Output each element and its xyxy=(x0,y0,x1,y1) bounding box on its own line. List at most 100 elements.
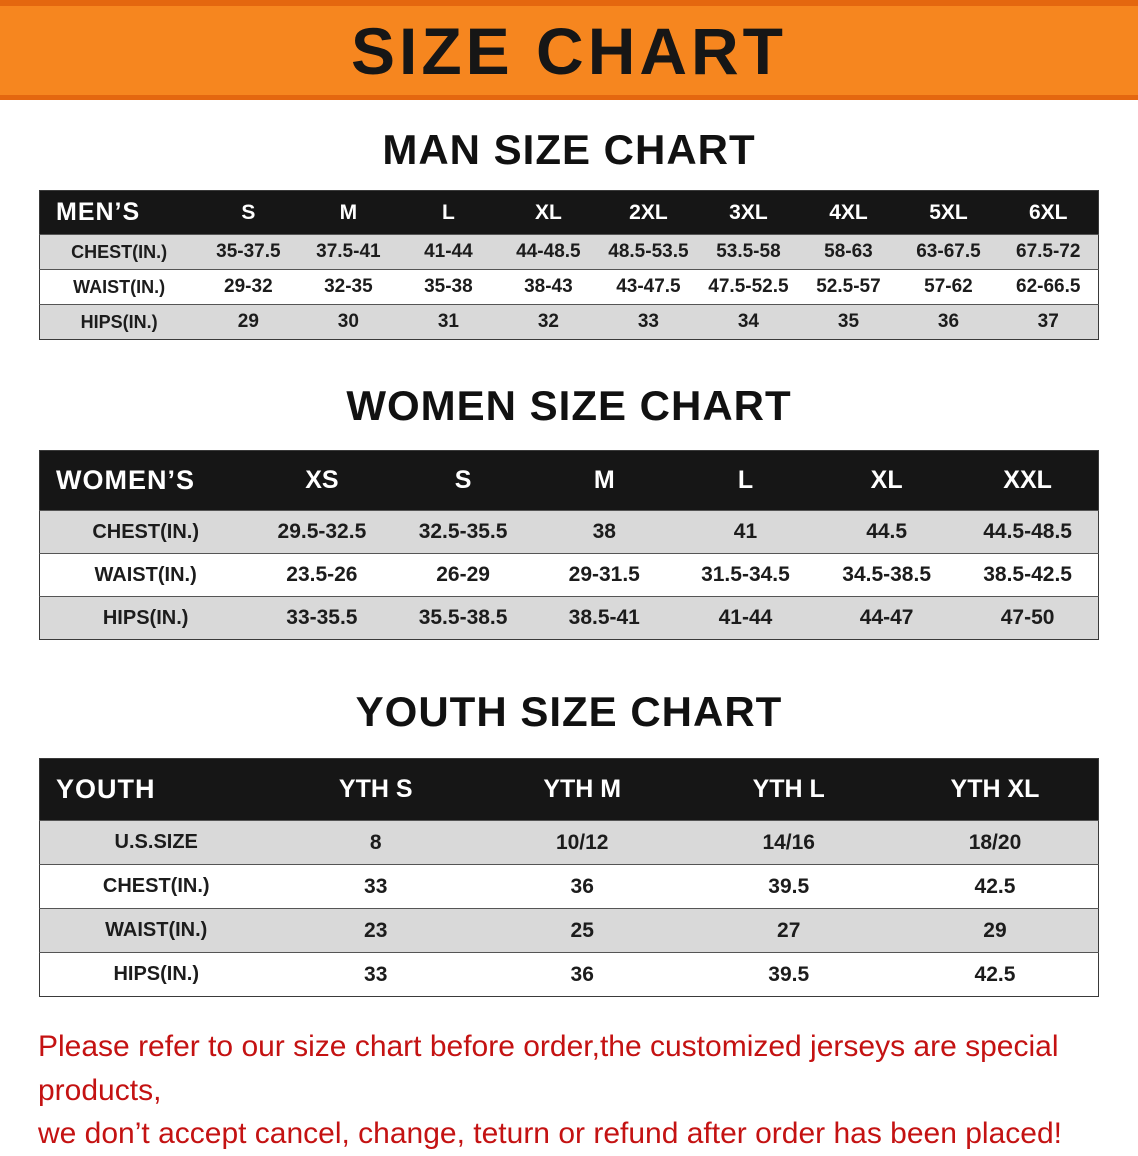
size-value-cell: 48.5-53.5 xyxy=(598,234,699,270)
size-value-cell: 63-67.5 xyxy=(898,234,999,270)
size-value-cell: 44.5-48.5 xyxy=(957,510,1099,554)
size-value-cell: 32-35 xyxy=(298,269,399,305)
size-value-cell: 36 xyxy=(898,304,999,340)
size-value-cell: 41-44 xyxy=(674,596,817,640)
size-value-cell: 42.5 xyxy=(891,864,1099,909)
size-header-cell: XS xyxy=(251,450,393,511)
size-value-cell: 35.5-38.5 xyxy=(392,596,534,640)
row-label-cell: HIPS(IN.) xyxy=(39,304,199,340)
size-value-cell: 41 xyxy=(674,510,817,554)
women-size-table: WOMEN’S XS S M L XL XXL CHEST(IN.) 29.5-32.5 32.5… xyxy=(39,450,1099,640)
row-label-cell: CHEST(IN.) xyxy=(39,234,199,270)
table-title-cell: WOMEN’S xyxy=(39,450,252,511)
size-value-cell: 36 xyxy=(478,952,686,997)
row-label-cell: HIPS(IN.) xyxy=(39,952,273,997)
table-header-row: MEN’S S M L XL 2XL 3XL 4XL 5XL 6XL xyxy=(39,190,1099,235)
size-value-cell: 52.5-57 xyxy=(798,269,899,305)
table-row: WAIST(IN.) 23 25 27 29 xyxy=(39,908,1099,953)
size-header-cell: XL xyxy=(498,190,599,235)
row-label-cell: CHEST(IN.) xyxy=(39,510,252,554)
table-row: CHEST(IN.) 35-37.5 37.5-41 41-44 44-48.5 48.5… xyxy=(39,234,1099,270)
size-value-cell: 23 xyxy=(272,908,479,953)
size-value-cell: 34.5-38.5 xyxy=(816,553,958,597)
size-header-cell: 3XL xyxy=(698,190,799,235)
size-value-cell: 30 xyxy=(298,304,399,340)
youth-size-chart-section: YOUTH SIZE CHART YOUTH YTH S YTH M YTH L YTH … xyxy=(0,688,1138,997)
size-value-cell: 38-43 xyxy=(498,269,599,305)
size-value-cell: 35-37.5 xyxy=(198,234,299,270)
size-header-cell: M xyxy=(533,450,675,511)
row-label-cell: WAIST(IN.) xyxy=(39,908,273,953)
size-value-cell: 29 xyxy=(198,304,299,340)
men-size-chart-section: MAN SIZE CHART MEN’S S M L XL 2XL 3XL 4XL 5XL 6XL C… xyxy=(0,126,1138,340)
size-value-cell: 44.5 xyxy=(816,510,958,554)
size-value-cell: 18/20 xyxy=(891,820,1099,865)
size-value-cell: 67.5-72 xyxy=(998,234,1099,270)
size-value-cell: 34 xyxy=(698,304,799,340)
table-row: WAIST(IN.) 23.5-26 26-29 29-31.5 31.5-34.5 34… xyxy=(39,553,1099,597)
size-header-cell: YTH L xyxy=(685,758,892,821)
size-value-cell: 37.5-41 xyxy=(298,234,399,270)
size-value-cell: 29-32 xyxy=(198,269,299,305)
size-header-cell: 4XL xyxy=(798,190,899,235)
size-value-cell: 32 xyxy=(498,304,599,340)
size-value-cell: 10/12 xyxy=(478,820,686,865)
size-value-cell: 33 xyxy=(598,304,699,340)
size-value-cell: 38.5-41 xyxy=(533,596,675,640)
table-row: CHEST(IN.) 33 36 39.5 42.5 xyxy=(39,864,1099,909)
charts-container: MAN SIZE CHART MEN’S S M L XL 2XL 3XL 4XL 5XL 6XL C… xyxy=(0,126,1138,997)
table-title-cell: MEN’S xyxy=(39,190,199,235)
size-value-cell: 47-50 xyxy=(957,596,1099,640)
women-size-chart-section: WOMEN SIZE CHART WOMEN’S XS S M L XL XXL CHEST(I… xyxy=(0,382,1138,640)
size-header-cell: 2XL xyxy=(598,190,699,235)
youth-size-chart-heading: YOUTH SIZE CHART xyxy=(355,688,783,735)
size-header-cell: S xyxy=(198,190,299,235)
size-value-cell: 47.5-52.5 xyxy=(698,269,799,305)
size-value-cell: 33 xyxy=(272,864,479,909)
men-size-table: MEN’S S M L XL 2XL 3XL 4XL 5XL 6XL CHEST(IN.) 35-37… xyxy=(39,190,1099,340)
disclaimer-line-1: Please refer to our size chart before or… xyxy=(38,1030,1059,1107)
row-label-cell: WAIST(IN.) xyxy=(39,269,199,305)
table-row: HIPS(IN.) 33 36 39.5 42.5 xyxy=(39,952,1099,997)
size-value-cell: 62-66.5 xyxy=(998,269,1099,305)
size-value-cell: 53.5-58 xyxy=(698,234,799,270)
size-value-cell: 39.5 xyxy=(685,952,892,997)
size-value-cell: 29.5-32.5 xyxy=(251,510,393,554)
size-header-cell: XXL xyxy=(957,450,1099,511)
size-value-cell: 33 xyxy=(272,952,479,997)
size-header-cell: L xyxy=(398,190,499,235)
size-header-cell: XL xyxy=(816,450,958,511)
size-value-cell: 36 xyxy=(478,864,686,909)
size-value-cell: 41-44 xyxy=(398,234,499,270)
size-header-cell: YTH M xyxy=(478,758,686,821)
women-size-chart-heading: WOMEN SIZE CHART xyxy=(346,382,792,429)
size-header-cell: YTH S xyxy=(272,758,479,821)
row-label-cell: CHEST(IN.) xyxy=(39,864,273,909)
size-value-cell: 33-35.5 xyxy=(251,596,393,640)
table-row: U.S.SIZE 8 10/12 14/16 18/20 xyxy=(39,820,1099,865)
table-row: CHEST(IN.) 29.5-32.5 32.5-35.5 38 41 44.5 44.5… xyxy=(39,510,1099,554)
size-value-cell: 44-47 xyxy=(816,596,958,640)
size-header-cell: YTH XL xyxy=(891,758,1099,821)
size-header-cell: 5XL xyxy=(898,190,999,235)
size-value-cell: 27 xyxy=(685,908,892,953)
size-value-cell: 38.5-42.5 xyxy=(957,553,1099,597)
size-header-cell: L xyxy=(674,450,817,511)
size-value-cell: 42.5 xyxy=(891,952,1099,997)
size-value-cell: 43-47.5 xyxy=(598,269,699,305)
table-row: HIPS(IN.) 33-35.5 35.5-38.5 38.5-41 41-44 44-… xyxy=(39,596,1099,640)
size-value-cell: 25 xyxy=(478,908,686,953)
banner: SIZE CHART xyxy=(0,0,1138,100)
table-title-cell: YOUTH xyxy=(39,758,273,821)
size-value-cell: 31.5-34.5 xyxy=(674,553,817,597)
size-header-cell: S xyxy=(392,450,534,511)
row-label-cell: U.S.SIZE xyxy=(39,820,273,865)
youth-size-table: YOUTH YTH S YTH M YTH L YTH XL U.S.SIZE 8 10/12… xyxy=(39,758,1099,997)
disclaimer-line-2: we don’t accept cancel, change, teturn o… xyxy=(38,1117,1062,1150)
size-value-cell: 57-62 xyxy=(898,269,999,305)
table-row: HIPS(IN.) 29 30 31 32 33 34 35 36 37 xyxy=(39,304,1099,340)
size-header-cell: 6XL xyxy=(998,190,1099,235)
size-value-cell: 23.5-26 xyxy=(251,553,393,597)
disclaimer: Please refer to our size chart before or… xyxy=(38,1025,1100,1156)
size-value-cell: 35-38 xyxy=(398,269,499,305)
